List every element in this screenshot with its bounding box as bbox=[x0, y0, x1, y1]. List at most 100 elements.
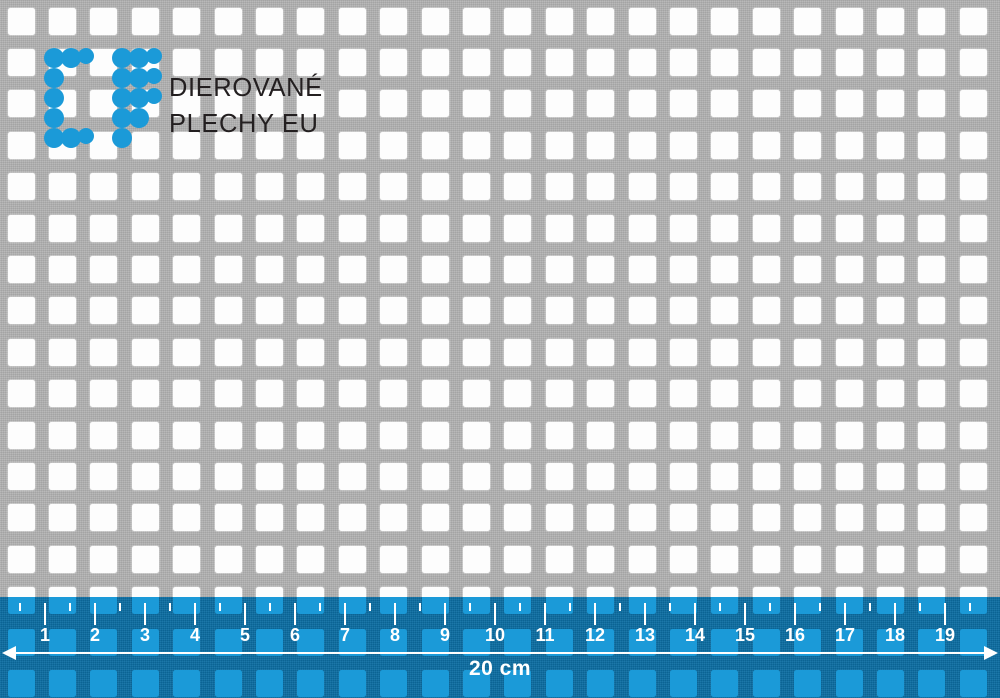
hole bbox=[380, 669, 408, 697]
hole bbox=[918, 504, 946, 532]
hole bbox=[7, 173, 35, 201]
hole bbox=[504, 545, 532, 573]
hole bbox=[752, 297, 780, 325]
hole bbox=[918, 48, 946, 76]
hole bbox=[48, 214, 76, 242]
hole bbox=[711, 48, 739, 76]
scale-bar-background bbox=[0, 597, 1000, 698]
hole bbox=[297, 297, 325, 325]
hole bbox=[338, 7, 366, 35]
hole bbox=[297, 48, 325, 76]
hole bbox=[338, 255, 366, 283]
minor-tick bbox=[369, 603, 371, 611]
hole bbox=[628, 597, 656, 615]
hole bbox=[297, 173, 325, 201]
hole bbox=[48, 338, 76, 366]
hole bbox=[173, 255, 201, 283]
hole bbox=[545, 504, 573, 532]
hole bbox=[628, 173, 656, 201]
hole bbox=[752, 380, 780, 408]
hole bbox=[752, 597, 780, 615]
hole bbox=[835, 131, 863, 159]
logo-dot bbox=[146, 68, 162, 84]
hole bbox=[297, 255, 325, 283]
hole bbox=[173, 338, 201, 366]
hole bbox=[131, 173, 159, 201]
hole bbox=[545, 297, 573, 325]
hole bbox=[545, 597, 573, 615]
hole bbox=[628, 669, 656, 697]
hole bbox=[835, 597, 863, 615]
hole bbox=[7, 597, 35, 615]
hole bbox=[255, 504, 283, 532]
hole bbox=[90, 669, 118, 697]
logo-dot bbox=[61, 48, 81, 68]
hole bbox=[173, 297, 201, 325]
hole bbox=[173, 48, 201, 76]
hole bbox=[794, 628, 822, 656]
cm-label: 19 bbox=[934, 625, 956, 645]
major-tick bbox=[244, 603, 246, 625]
cm-label: 17 bbox=[834, 625, 856, 645]
hole bbox=[628, 462, 656, 490]
hole bbox=[462, 255, 490, 283]
hole bbox=[255, 338, 283, 366]
hole bbox=[669, 669, 697, 697]
hole bbox=[462, 173, 490, 201]
hole bbox=[545, 421, 573, 449]
logo-dot bbox=[129, 108, 149, 128]
hole bbox=[338, 462, 366, 490]
hole bbox=[959, 214, 987, 242]
hole bbox=[48, 173, 76, 201]
scale-bar: 1 2 3 4 5 6 7 8 9 10 11 12 13 14 15 16 17 18 19 20 cm bbox=[0, 597, 1000, 698]
hole bbox=[587, 669, 615, 697]
hole bbox=[835, 462, 863, 490]
hole bbox=[504, 90, 532, 118]
hole bbox=[628, 504, 656, 532]
hole bbox=[835, 504, 863, 532]
cm-label: 7 bbox=[339, 625, 350, 645]
hole bbox=[876, 462, 904, 490]
hole bbox=[214, 297, 242, 325]
hole bbox=[711, 628, 739, 656]
major-tick bbox=[694, 603, 696, 625]
hole bbox=[876, 48, 904, 76]
hole bbox=[297, 338, 325, 366]
hole bbox=[48, 669, 76, 697]
hole bbox=[214, 669, 242, 697]
hole bbox=[7, 421, 35, 449]
minor-tick bbox=[869, 603, 871, 611]
hole bbox=[587, 48, 615, 76]
hole bbox=[711, 338, 739, 366]
hole bbox=[338, 173, 366, 201]
hole bbox=[711, 421, 739, 449]
hole bbox=[628, 7, 656, 35]
logo-line-1: DIEROVANÉ bbox=[169, 74, 323, 102]
hole bbox=[835, 255, 863, 283]
hole bbox=[214, 421, 242, 449]
hole bbox=[421, 421, 449, 449]
hole bbox=[90, 504, 118, 532]
logo-dot bbox=[61, 128, 81, 148]
hole bbox=[959, 545, 987, 573]
logo-dot bbox=[44, 128, 64, 148]
hole bbox=[669, 628, 697, 656]
hole bbox=[752, 669, 780, 697]
logo-dot bbox=[112, 48, 132, 68]
hole bbox=[462, 90, 490, 118]
logo-line-2: PLECHY EU bbox=[169, 110, 319, 138]
hole bbox=[959, 297, 987, 325]
major-tick bbox=[194, 603, 196, 625]
hole bbox=[173, 628, 201, 656]
hole bbox=[462, 504, 490, 532]
hole bbox=[421, 173, 449, 201]
major-tick bbox=[294, 603, 296, 625]
major-tick bbox=[794, 603, 796, 625]
hole bbox=[876, 545, 904, 573]
hole bbox=[628, 131, 656, 159]
hole bbox=[835, 48, 863, 76]
hole bbox=[794, 48, 822, 76]
hole bbox=[7, 297, 35, 325]
cm-label: 8 bbox=[389, 625, 400, 645]
hole bbox=[876, 297, 904, 325]
